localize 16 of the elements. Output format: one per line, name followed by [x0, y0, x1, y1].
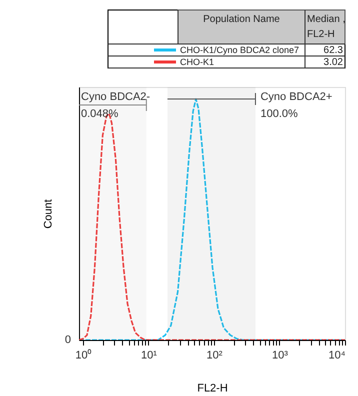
text: 3.02: [324, 57, 344, 68]
band-label: Cyno BDCA2+ 100.0%: [260, 91, 332, 120]
legend-label: CHO-K1/Cyno BDCA2 clone7: [180, 45, 300, 55]
text: Median , FL2-H: [307, 14, 346, 40]
x-tick-label: 10³: [272, 350, 288, 362]
legend-label: CHO-K1: [180, 57, 214, 67]
band-label: Cyno BDCA2- 0.048%: [81, 91, 150, 120]
x-tick-label: 10¹: [141, 350, 158, 362]
x-axis-title: FL2-H: [197, 382, 228, 394]
text: 0: [64, 334, 71, 346]
x-tick-label: 10⁴: [328, 350, 346, 362]
text: 62.3: [324, 45, 344, 56]
x-tick-label: 10⁰: [75, 348, 92, 362]
x-tick-label: 10²: [206, 350, 223, 362]
y-axis-title: Count: [42, 199, 54, 229]
text: Population Name: [203, 14, 280, 25]
